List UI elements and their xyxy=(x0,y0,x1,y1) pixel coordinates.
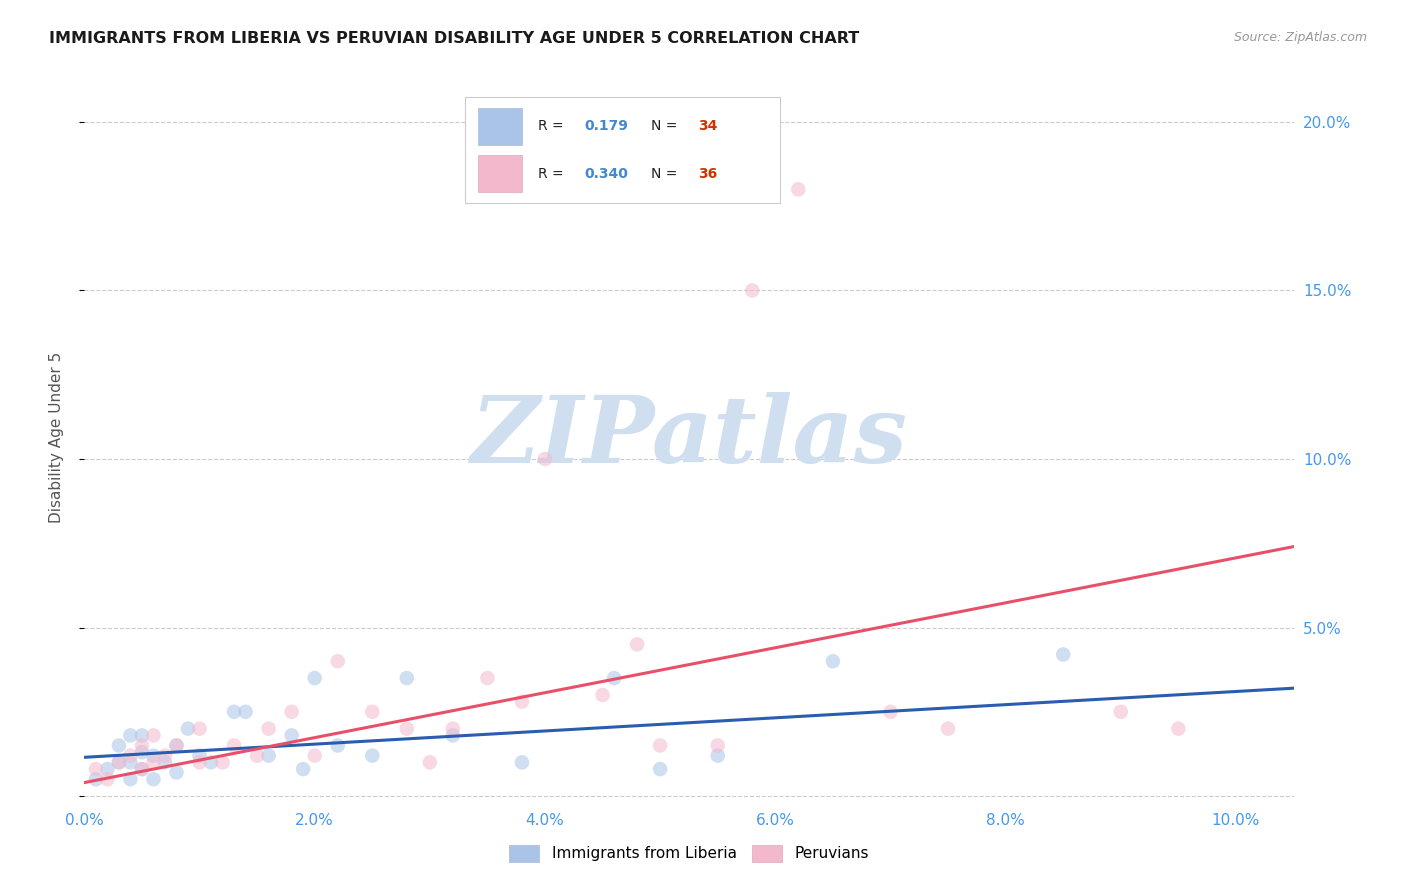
Point xyxy=(304,671,326,685)
Point xyxy=(441,722,464,736)
Point xyxy=(510,756,533,770)
Point xyxy=(188,722,211,736)
Point xyxy=(821,654,844,668)
Point xyxy=(142,772,165,787)
Point xyxy=(177,722,200,736)
Point xyxy=(361,705,384,719)
Point xyxy=(246,748,269,763)
Point xyxy=(142,728,165,742)
Point xyxy=(787,182,810,196)
Point xyxy=(326,739,349,753)
Point xyxy=(131,739,153,753)
Point xyxy=(650,739,672,753)
Point xyxy=(153,756,176,770)
Point xyxy=(626,637,648,651)
Point xyxy=(592,688,614,702)
Point xyxy=(84,772,107,787)
Point xyxy=(1109,705,1132,719)
Point xyxy=(257,722,280,736)
Point xyxy=(200,756,222,770)
Point xyxy=(166,765,188,780)
Point xyxy=(131,762,153,776)
Point xyxy=(603,671,626,685)
Point xyxy=(166,739,188,753)
Point xyxy=(395,671,418,685)
Point xyxy=(120,772,142,787)
Point xyxy=(650,762,672,776)
Point xyxy=(120,728,142,742)
Point xyxy=(108,756,131,770)
Point xyxy=(211,756,233,770)
Point xyxy=(153,748,176,763)
Point xyxy=(304,748,326,763)
Point xyxy=(108,756,131,770)
Text: ZIPatlas: ZIPatlas xyxy=(471,392,907,482)
Point xyxy=(142,756,165,770)
Point xyxy=(188,748,211,763)
Point xyxy=(188,756,211,770)
Text: IMMIGRANTS FROM LIBERIA VS PERUVIAN DISABILITY AGE UNDER 5 CORRELATION CHART: IMMIGRANTS FROM LIBERIA VS PERUVIAN DISA… xyxy=(49,31,859,46)
Point xyxy=(108,739,131,753)
Y-axis label: Disability Age Under 5: Disability Age Under 5 xyxy=(49,351,63,523)
Point xyxy=(96,762,118,776)
Point xyxy=(142,748,165,763)
Point xyxy=(166,739,188,753)
Legend: Immigrants from Liberia, Peruvians: Immigrants from Liberia, Peruvians xyxy=(503,838,875,868)
Point xyxy=(131,745,153,759)
Point xyxy=(1167,722,1189,736)
Point xyxy=(235,705,257,719)
Point xyxy=(879,705,901,719)
Point xyxy=(120,756,142,770)
Point xyxy=(292,762,315,776)
Point xyxy=(510,695,533,709)
Point xyxy=(222,705,245,719)
Point xyxy=(84,762,107,776)
Point xyxy=(706,748,728,763)
Point xyxy=(936,722,959,736)
Point xyxy=(280,728,302,742)
Point xyxy=(326,654,349,668)
Point xyxy=(257,748,280,763)
Point xyxy=(441,728,464,742)
Point xyxy=(131,762,153,776)
Point xyxy=(361,748,384,763)
Point xyxy=(534,452,557,467)
Point xyxy=(96,772,118,787)
Point xyxy=(741,284,763,298)
Text: Source: ZipAtlas.com: Source: ZipAtlas.com xyxy=(1233,31,1367,45)
Point xyxy=(477,671,499,685)
Point xyxy=(395,722,418,736)
Point xyxy=(120,748,142,763)
Point xyxy=(706,739,728,753)
Point xyxy=(419,756,441,770)
Point xyxy=(280,705,302,719)
Point xyxy=(222,739,245,753)
Point xyxy=(1052,648,1074,662)
Point xyxy=(131,728,153,742)
